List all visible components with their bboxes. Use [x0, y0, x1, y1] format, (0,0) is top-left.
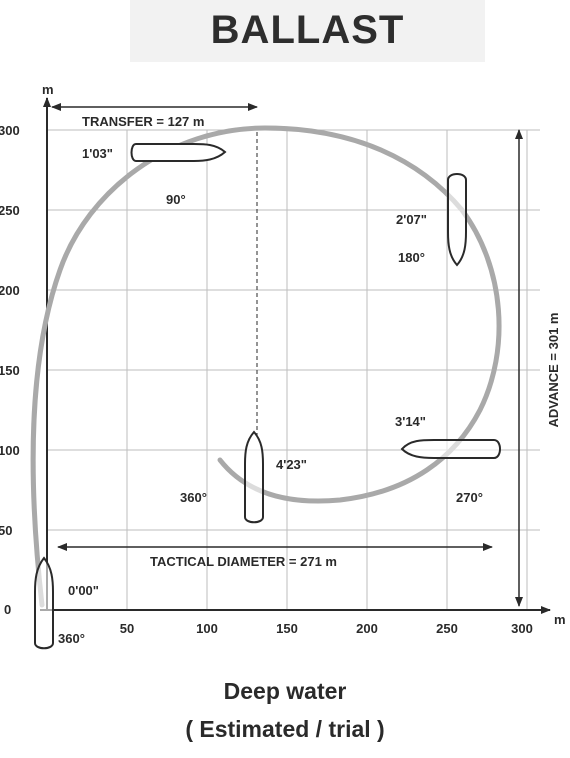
heading-label-start: 360°	[58, 631, 85, 646]
footer-water-condition: Deep water	[223, 678, 347, 704]
x-axis-unit: m	[554, 612, 566, 627]
y-tick-0: 0	[4, 602, 11, 617]
heading-label-270: 270°	[456, 490, 483, 505]
ship-0207	[447, 173, 467, 267]
heading-label-180: 180°	[398, 250, 425, 265]
page-title: BALLAST	[210, 8, 405, 52]
tactical-diameter-label: TACTICAL DIAMETER = 271 m	[150, 554, 337, 569]
y-tick-50: 50	[0, 523, 12, 538]
y-tick-300: 300	[0, 123, 20, 138]
time-label-0207: 2'07"	[396, 212, 427, 227]
ship-0103	[130, 143, 227, 162]
title-banner	[130, 0, 485, 62]
transfer-label: TRANSFER = 127 m	[82, 114, 204, 129]
ship-0314	[400, 439, 501, 459]
heading-label-90: 90°	[166, 192, 186, 207]
x-tick-150: 150	[276, 621, 298, 636]
x-tick-labels: 50 100 150 200 250 300	[120, 621, 533, 636]
y-tick-labels: 300 250 200 150 100 50 0	[0, 123, 20, 617]
footer-estimate-note: ( Estimated / trial )	[185, 716, 385, 742]
time-label-0103: 1'03"	[82, 146, 113, 161]
y-tick-150: 150	[0, 363, 20, 378]
y-tick-200: 200	[0, 283, 20, 298]
ship-0000	[34, 556, 54, 650]
advance-label: ADVANCE = 301 m	[546, 313, 561, 428]
y-axis-unit: m	[42, 82, 54, 97]
x-tick-100: 100	[196, 621, 218, 636]
time-label-0423: 4'23"	[276, 457, 307, 472]
x-tick-50: 50	[120, 621, 134, 636]
y-tick-250: 250	[0, 203, 20, 218]
x-tick-300: 300	[511, 621, 533, 636]
turning-path	[30, 125, 502, 608]
time-label-0000: 0'00"	[68, 583, 99, 598]
heading-label-360: 360°	[180, 490, 207, 505]
time-label-0314: 3'14"	[395, 414, 426, 429]
y-tick-100: 100	[0, 443, 20, 458]
ship-0423	[244, 430, 264, 524]
x-tick-200: 200	[356, 621, 378, 636]
x-tick-250: 250	[436, 621, 458, 636]
